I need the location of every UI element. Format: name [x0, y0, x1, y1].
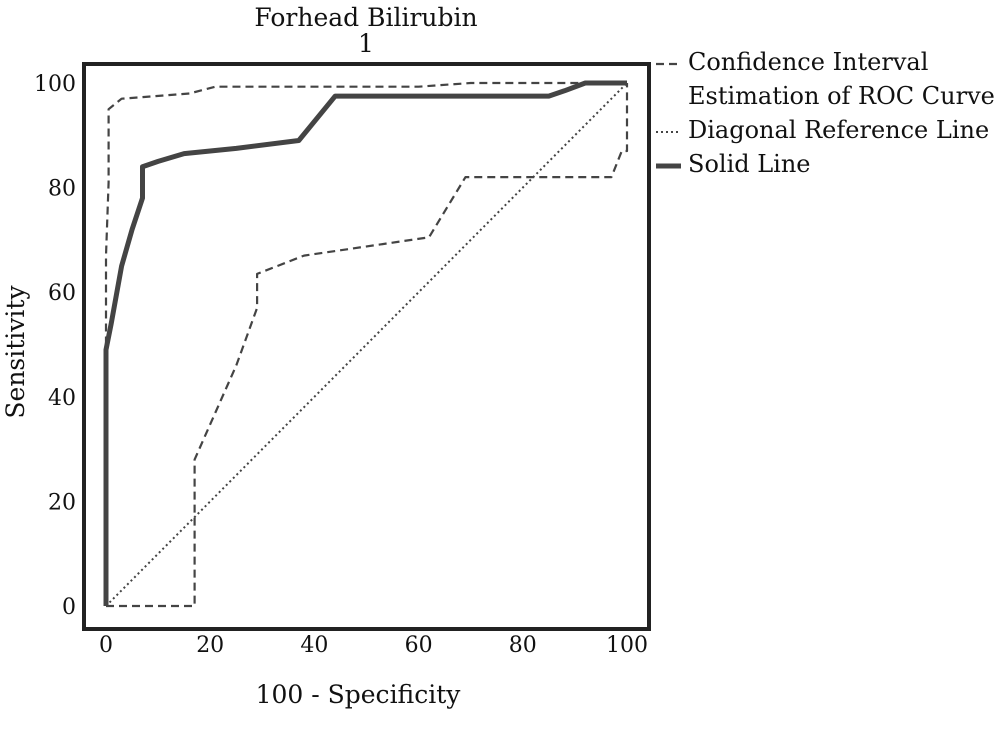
series-line-dotted-3 [105, 82, 628, 607]
chart-subtitle: 1 [358, 29, 374, 58]
tick-labels: 0 20 40 60 80 100 0 20 40 60 80 100 [34, 72, 648, 658]
x-tick-label: 40 [300, 633, 328, 658]
plot-frame [82, 62, 651, 631]
x-tick-label: 80 [509, 633, 537, 658]
y-axis-label: Sensitivity [1, 285, 30, 419]
x-tick-label: 60 [405, 633, 433, 658]
legend-item-dashed: Confidence Interval Estimation of ROC Cur… [656, 48, 995, 110]
legend-label: Estimation of ROC Curve [688, 82, 995, 110]
x-axis-label: 100 - Specificity [256, 680, 462, 709]
series-line-dashed-2 [106, 83, 629, 608]
y-tick-label: 0 [62, 595, 76, 620]
y-tick-label: 40 [48, 386, 76, 411]
y-tick-label: 100 [34, 72, 76, 97]
x-tick-label: 100 [606, 633, 648, 658]
series-layer [103, 80, 629, 608]
y-tick-label: 60 [48, 281, 76, 306]
legend-label: Diagonal Reference Line [688, 116, 989, 144]
chart-title: Forhead Bilirubin [254, 3, 477, 32]
legend-label: Solid Line [688, 150, 811, 178]
legend-label: Confidence Interval [688, 48, 928, 76]
series-line-dashed-1 [104, 81, 627, 345]
y-tick-label: 20 [48, 490, 76, 515]
legend-item-solid: Solid Line [656, 150, 811, 178]
y-tick-label: 80 [48, 177, 76, 202]
series-line-solid-0 [103, 80, 627, 606]
legend-item-dotted: Diagonal Reference Line [656, 116, 989, 144]
x-tick-label: 0 [99, 633, 113, 658]
x-tick-label: 20 [196, 633, 224, 658]
legend: Confidence Interval Estimation of ROC Cur… [656, 48, 995, 178]
